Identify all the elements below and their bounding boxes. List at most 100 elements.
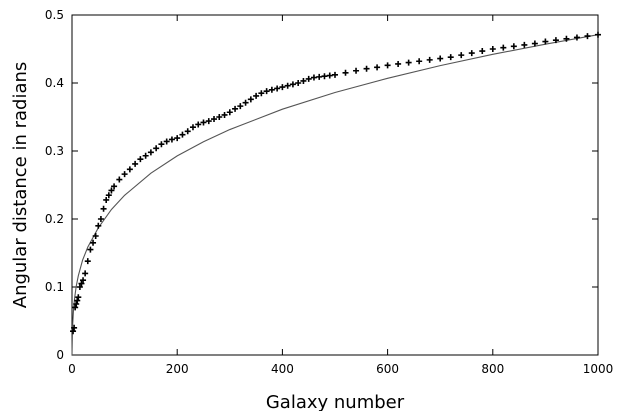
- data-point: [179, 131, 186, 138]
- data-point: [142, 152, 149, 159]
- data-point: [153, 145, 160, 152]
- data-point: [73, 301, 80, 307]
- data-point: [316, 73, 323, 80]
- data-point: [289, 81, 296, 88]
- data-point: [353, 67, 360, 74]
- x-tick-label: 600: [376, 362, 399, 376]
- data-point: [232, 105, 239, 112]
- x-tick-label: 800: [481, 362, 504, 376]
- data-point: [479, 48, 486, 55]
- data-point: [221, 111, 228, 118]
- data-point: [80, 277, 87, 284]
- data-point: [416, 58, 423, 65]
- data-point: [158, 141, 165, 148]
- data-point: [295, 80, 302, 86]
- y-tick-label: 0.2: [45, 212, 64, 226]
- data-point: [126, 166, 133, 173]
- data-point: [92, 233, 99, 239]
- y-tick-label: 0.4: [45, 76, 64, 90]
- y-axis-label: Angular distance in radians: [10, 62, 31, 309]
- data-point: [384, 62, 391, 69]
- data-point: [195, 121, 202, 128]
- data-point: [72, 304, 79, 311]
- data-point: [71, 324, 78, 331]
- data-point: [237, 103, 244, 110]
- data-point: [542, 38, 549, 45]
- data-point: [531, 40, 538, 47]
- data-point: [211, 116, 218, 123]
- x-tick-label: 0: [68, 362, 76, 376]
- data-point: [447, 54, 454, 61]
- x-tick-label: 400: [271, 362, 294, 376]
- data-point: [84, 258, 91, 265]
- tick-labels: 0 200 400 600 800 1000 0 0.1 0.2 0.3 0.4 0.5: [45, 8, 613, 376]
- data-point: [82, 270, 89, 277]
- data-point: [284, 82, 291, 89]
- data-point: [268, 86, 275, 93]
- data-point: [521, 41, 528, 48]
- data-point: [274, 85, 281, 92]
- data-point: [395, 60, 402, 67]
- plot-frame: [71, 14, 599, 356]
- model-curve: [71, 34, 599, 356]
- data-point: [247, 96, 254, 103]
- data-point: [326, 72, 333, 79]
- data-point: [363, 65, 370, 72]
- data-point: [174, 135, 181, 142]
- data-point: [342, 69, 349, 76]
- plot-area: [70, 31, 601, 356]
- data-point: [279, 84, 286, 91]
- data-point: [426, 56, 433, 63]
- data-point: [573, 34, 580, 41]
- data-point: [300, 77, 307, 84]
- data-point: [132, 160, 139, 167]
- data-point: [226, 109, 233, 116]
- y-tick-label: 0.5: [45, 8, 64, 22]
- data-point: [200, 119, 207, 126]
- x-axis-label: Galaxy number: [266, 392, 405, 411]
- data-point: [75, 294, 82, 301]
- data-point: [458, 52, 465, 59]
- data-point: [76, 284, 83, 290]
- data-point: [563, 35, 570, 42]
- y-tick-label: 0.1: [45, 280, 64, 294]
- data-point: [103, 196, 110, 203]
- data-point: [205, 118, 212, 125]
- data-point: [74, 297, 81, 304]
- x-tick-label: 200: [166, 362, 189, 376]
- data-point: [258, 90, 265, 97]
- y-tick-label: 0.3: [45, 144, 64, 158]
- data-point: [108, 187, 115, 194]
- data-point: [189, 124, 196, 131]
- data-point: [405, 59, 412, 66]
- data-point: [468, 50, 475, 57]
- data-point: [321, 73, 328, 80]
- axis-ticks: [71, 14, 599, 356]
- data-point: [374, 64, 381, 71]
- data-point: [584, 33, 591, 40]
- data-point: [111, 183, 118, 190]
- data-point: [216, 114, 223, 120]
- data-point: [510, 43, 517, 50]
- data-point: [168, 136, 175, 143]
- data-point: [184, 128, 191, 135]
- data-point: [310, 74, 317, 81]
- data-point: [500, 44, 507, 51]
- data-point: [97, 216, 104, 222]
- y-tick-label: 0: [56, 348, 64, 362]
- data-point: [489, 46, 496, 52]
- data-point: [263, 88, 270, 95]
- data-point: [116, 176, 123, 183]
- data-point: [78, 280, 85, 287]
- data-point: [253, 92, 260, 99]
- data-point: [100, 205, 107, 212]
- data-point: [121, 171, 128, 178]
- data-point: [95, 222, 102, 229]
- data-point: [70, 328, 77, 335]
- data-point: [305, 75, 312, 82]
- data-point: [163, 138, 170, 145]
- data-point: [137, 156, 144, 163]
- data-point: [90, 239, 97, 246]
- data-point: [552, 37, 559, 44]
